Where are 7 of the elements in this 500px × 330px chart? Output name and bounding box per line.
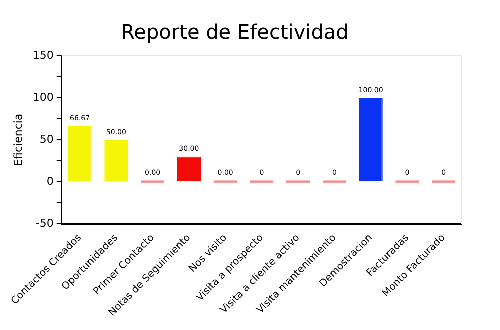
y-tick-label: 100 [32, 90, 54, 104]
y-tick-label: 50 [40, 132, 54, 146]
y-tick-label: -50 [36, 217, 54, 230]
y-axis-title: Eficiencia [12, 114, 26, 166]
chart-title: Reporte de Efectividad [121, 20, 349, 44]
y-tick-label: 0 [46, 175, 54, 188]
y-tick-label: 150 [32, 48, 54, 62]
